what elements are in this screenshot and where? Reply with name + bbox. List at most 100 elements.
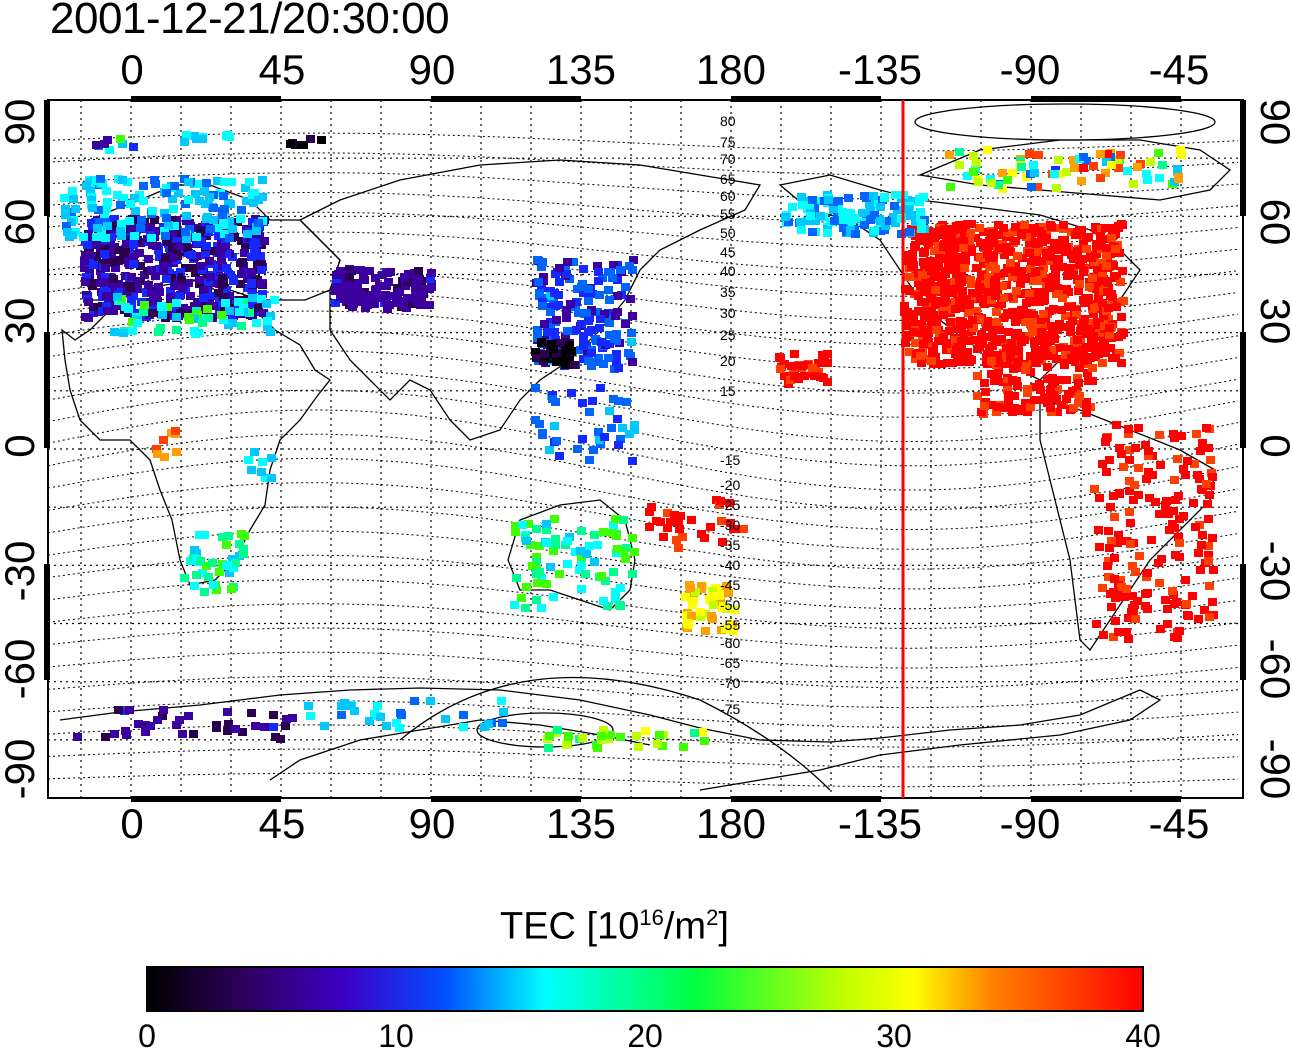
tec-cell [84,230,93,238]
tec-cell [1073,247,1082,255]
tec-cell [577,283,586,291]
tec-cell [1116,593,1125,601]
tec-cell [1134,424,1143,432]
tec-cell [1058,263,1067,271]
tec-cell [573,445,582,453]
tec-cell [584,357,593,365]
tec-cell [1101,224,1110,232]
tec-cell [361,304,370,312]
tec-cell [915,198,924,206]
tec-cell [577,561,586,569]
tec-cell [612,330,621,338]
tec-cell [958,224,967,232]
mlat-contour [48,603,1239,649]
tec-cell [593,262,602,270]
tec-cell [621,555,630,563]
contour-label: 25 [720,327,736,343]
lat-tick-right: 30 [1252,297,1292,345]
tec-cell [190,302,199,310]
tec-cell [1059,221,1068,229]
tec-cell [206,225,215,233]
tec-cell [605,296,614,304]
lat-tick-right: -60 [1252,638,1292,700]
tec-cell [797,193,806,201]
tec-cell [184,279,193,287]
contour-label: -55 [720,617,740,633]
tec-cell [690,729,699,737]
tec-cell [1204,551,1213,559]
tec-cell [224,532,233,540]
tec-cell [538,302,547,310]
tec-cell [263,323,272,331]
tec-cell [981,280,990,288]
tec-cell [1095,319,1104,327]
tec-cell [956,298,965,306]
tec-cell [1035,396,1044,404]
tec-cell [1128,562,1137,570]
tec-cell [708,592,717,600]
tec-cell [585,408,594,416]
tec-cell [939,243,948,251]
tec-cell [195,276,204,284]
tec-cell [686,584,695,592]
colorbar-title-prefix: TEC [10 [500,905,640,948]
tec-cell [175,292,184,300]
tec-cell [1061,248,1070,256]
tec-cell [994,270,1003,278]
tec-cell [1098,299,1107,307]
tec-cell [1174,175,1183,183]
tec-cell [591,335,600,343]
tec-cell [195,531,204,539]
tec-cell [1055,320,1064,328]
tec-cell [876,217,885,225]
tec-cell [1002,344,1011,352]
tec-cell [1189,499,1198,507]
tec-cell [119,329,128,337]
tec-cell [721,625,730,633]
contour-label: 30 [720,305,736,321]
tec-cell [611,595,620,603]
tec-cell [567,389,576,397]
tec-cell [628,570,637,578]
frame-bar-left [44,564,50,680]
tec-cell [562,270,571,278]
tec-cell [627,338,636,346]
tec-cell [980,300,989,308]
tec-cell [1205,582,1214,590]
mlat-contour [48,482,1239,550]
tec-cell [1085,319,1094,327]
tec-cell [616,266,625,274]
tec-cell [163,303,172,311]
tec-cell [117,220,126,228]
tec-cell [192,135,201,143]
tec-cell [942,285,951,293]
tec-cell [1094,350,1103,358]
tec-cell [1076,261,1085,269]
tec-cell [876,227,885,235]
tec-cell [395,297,404,305]
tec-cell [948,359,957,367]
tec-cell [209,302,218,310]
tec-cell [697,530,706,538]
tec-cell [215,568,224,576]
tec-cell [1176,146,1185,154]
mlat-contour [48,579,1239,629]
frame-bar-right [1240,564,1246,680]
tec-cell [180,574,189,582]
tec-cell [151,272,160,280]
tec-cell [911,232,920,240]
mlat-contour [48,433,1239,511]
tec-cell [562,741,571,749]
tec-cell [599,726,608,734]
tec-cell [1034,291,1043,299]
tec-cell [1082,330,1091,338]
tec-cell [995,244,1004,252]
tec-cell [1027,183,1036,191]
tec-cell [147,288,156,296]
tec-cell [260,723,269,731]
tec-cell [796,218,805,226]
tec-cell [225,307,234,315]
tec-cell [545,446,554,454]
tec-cell [591,358,600,366]
tec-cell [137,216,146,224]
